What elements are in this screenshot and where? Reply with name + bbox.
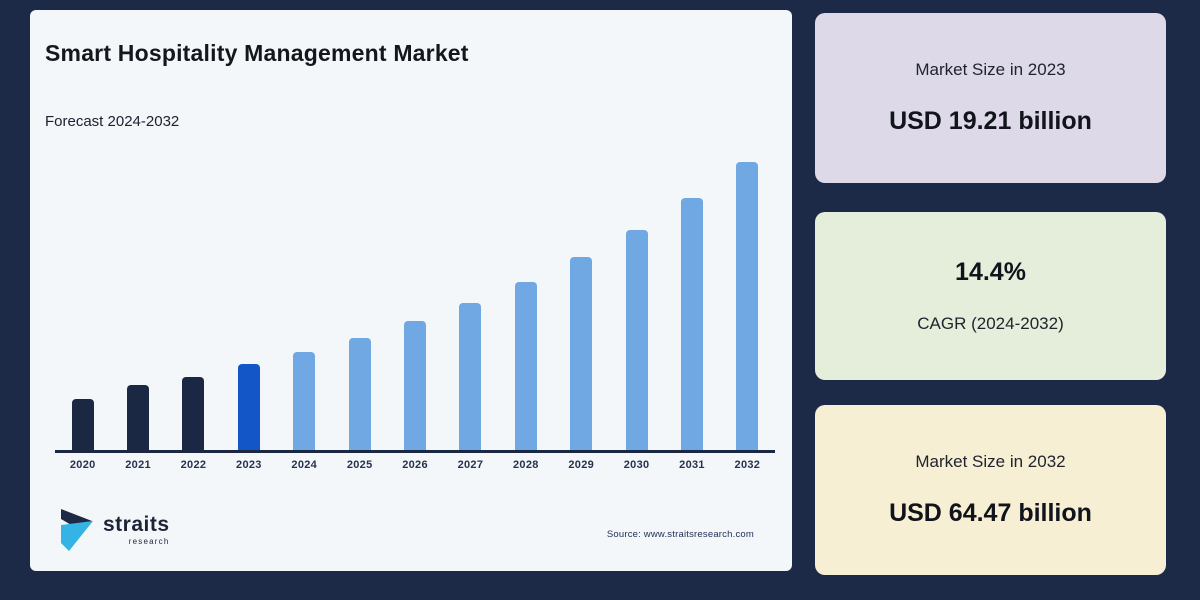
- bar-slot-2023: [221, 364, 276, 450]
- chart-bar-2025: [348, 337, 371, 450]
- bar-slot-2028: [498, 281, 553, 450]
- chart-bar-2032: [736, 161, 759, 450]
- chart-bar-2024: [293, 351, 316, 450]
- chart-bar-2026: [404, 321, 427, 450]
- straits-logo-icon: [58, 506, 98, 559]
- chart-bar-2027: [459, 302, 482, 450]
- chart-bar-2020: [71, 399, 94, 450]
- x-axis-label-2024: 2024: [291, 459, 318, 471]
- stat-label: Market Size in 2032: [915, 452, 1066, 471]
- stat-card-cagr: 14.4% CAGR (2024-2032): [815, 212, 1166, 380]
- page-title: Smart Hospitality Management Market: [45, 40, 469, 66]
- x-axis-label-2022: 2022: [180, 459, 207, 471]
- x-axis-label-2032: 2032: [734, 459, 761, 471]
- chart-bar-2031: [680, 198, 703, 450]
- logo-name: straits: [103, 513, 170, 536]
- chart-bar-2028: [514, 281, 537, 450]
- bar-slot-2025: [332, 337, 387, 450]
- x-axis-label-2030: 2030: [623, 459, 650, 471]
- stat-label: CAGR (2024-2032): [917, 314, 1064, 333]
- stat-value: USD 64.47 billion: [889, 499, 1092, 527]
- logo-wordmark: straits research: [103, 514, 170, 546]
- chart-subtitle: Forecast 2024-2032: [45, 113, 180, 130]
- bar-slot-2026: [387, 321, 442, 450]
- x-axis-label-2029: 2029: [568, 459, 595, 471]
- source-attribution: Source: www.straitsresearch.com: [606, 529, 754, 540]
- straits-research-logo: straits research: [58, 506, 170, 559]
- bars-row: [55, 140, 775, 453]
- chart-bar-2023: [237, 364, 260, 450]
- bar-slot-2020: [55, 399, 110, 450]
- chart-bar-2029: [570, 257, 593, 450]
- chart-bar-2022: [182, 377, 205, 450]
- stat-card-market-size-2032: Market Size in 2032 USD 64.47 billion: [815, 405, 1166, 575]
- stat-card-market-size-2023: Market Size in 2023 USD 19.21 billion: [815, 13, 1166, 183]
- x-axis-label-2020: 2020: [69, 459, 96, 471]
- chart-bar-2021: [127, 384, 150, 450]
- chart-bar-2030: [625, 229, 648, 450]
- logo-sub: research: [128, 537, 170, 546]
- bar-slot-2030: [609, 229, 664, 450]
- x-axis-label-2023: 2023: [236, 459, 262, 471]
- x-axis-label-2028: 2028: [512, 459, 539, 471]
- stat-value: 14.4%: [955, 258, 1026, 286]
- bar-slot-2027: [443, 302, 498, 450]
- bar-slot-2024: [277, 351, 332, 450]
- x-axis-label-2026: 2026: [402, 459, 428, 471]
- bar-slot-2022: [166, 377, 221, 450]
- x-axis-label-2031: 2031: [679, 459, 705, 471]
- bar-chart: 2020 2021 2022 2023 2024 2025 2026 2027 2028 2029…: [55, 140, 775, 471]
- x-axis-labels: 2020 2021 2022 2023 2024 2025 2026 2027 2028 2029…: [55, 459, 775, 471]
- chart-card: Smart Hospitality Management Market Fore…: [30, 10, 792, 571]
- x-axis-label-2027: 2027: [457, 459, 484, 471]
- bar-slot-2021: [110, 384, 165, 450]
- x-axis-label-2025: 2025: [346, 459, 373, 471]
- stat-value: USD 19.21 billion: [889, 107, 1092, 135]
- x-axis-label-2021: 2021: [125, 459, 151, 471]
- bar-slot-2032: [720, 161, 775, 450]
- bar-slot-2029: [554, 257, 609, 450]
- stat-label: Market Size in 2023: [915, 60, 1066, 79]
- bar-slot-2031: [664, 198, 719, 450]
